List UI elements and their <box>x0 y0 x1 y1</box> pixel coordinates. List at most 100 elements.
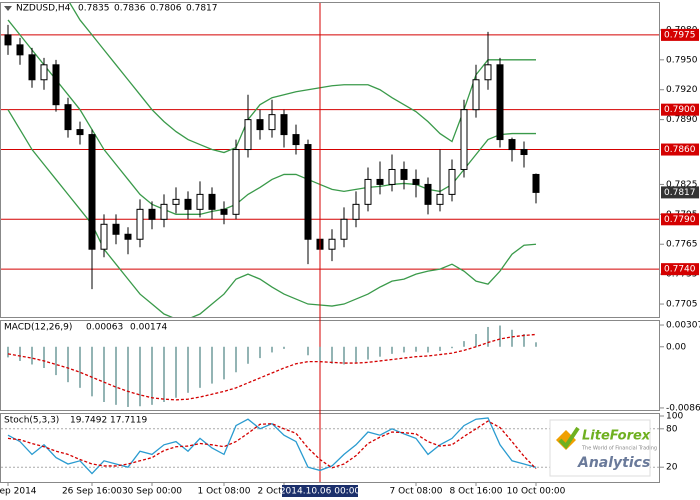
y-tick-label: 0.00307 <box>666 321 700 331</box>
level-label: 0.7975 <box>664 30 696 40</box>
candle-body <box>160 203 168 220</box>
macd-header-value: 0.00174 <box>130 323 167 333</box>
crosshair-label: 2014.10.06 00:00 <box>280 487 361 497</box>
candle-body <box>244 119 252 151</box>
symbol-icon <box>4 6 12 11</box>
indicator-line <box>7 109 537 317</box>
main-panel-frame <box>0 2 660 318</box>
price-label-box <box>661 186 699 199</box>
candle-body <box>220 208 228 215</box>
level-label: 0.7790 <box>664 215 696 225</box>
level-label-box <box>661 143 699 156</box>
candle-body <box>268 114 276 131</box>
candle-body <box>388 168 396 185</box>
candle-body <box>100 223 108 250</box>
candle-body <box>136 208 144 240</box>
indicator-line <box>7 19 536 215</box>
candle-body <box>376 178 384 185</box>
candle-body <box>16 44 24 56</box>
candle-body <box>280 114 288 136</box>
header-value: 0.7836 <box>114 4 146 14</box>
y-tick-label: 0.7890 <box>666 115 698 125</box>
macd-plot <box>7 325 537 407</box>
header-value: 0.7835 <box>78 4 110 14</box>
stoch-header-value: 19.7492 <box>70 416 107 426</box>
level-label-box <box>661 213 699 226</box>
y-tick-label: -0.00864 <box>666 403 700 413</box>
macd-panel-frame <box>0 320 660 411</box>
candle-body <box>256 119 264 131</box>
candle-body <box>208 193 216 210</box>
candle-body <box>4 34 12 46</box>
x-tick-label: 26 Sep 16:00 <box>62 487 122 497</box>
candle-body <box>76 129 84 136</box>
candle-body <box>520 149 528 156</box>
indicator-line <box>7 417 537 475</box>
macd-header-value: 0.00063 <box>86 323 123 333</box>
y-tick-label: 20 <box>666 463 678 473</box>
candle-body <box>472 79 480 111</box>
candle-body <box>232 149 240 215</box>
candle-body <box>484 64 492 81</box>
header-value: 0.7806 <box>150 4 182 14</box>
logo: LiteForex The World of Financial Trading… <box>549 419 657 477</box>
candle-body <box>172 198 180 205</box>
price-label: 0.7817 <box>664 188 696 198</box>
candle-body <box>400 168 408 180</box>
logo-product: Analytics <box>577 455 650 471</box>
candle-body <box>52 64 60 106</box>
candle-body <box>352 203 360 220</box>
candle-body <box>496 64 504 141</box>
x-tick-label: 7 Oct 08:00 <box>390 487 443 497</box>
logo-name: LiteForex <box>582 429 651 444</box>
candle-body <box>304 144 312 240</box>
x-tick-label: 10 Oct 00:00 <box>507 487 566 497</box>
x-tick-label: 30 Sep 00:00 <box>122 487 182 497</box>
level-label: 0.7900 <box>664 105 696 115</box>
crosshair-label-box <box>282 485 358 497</box>
candle-body <box>364 178 372 205</box>
y-tick-label: 0.7765 <box>666 240 698 250</box>
candle-body <box>196 193 204 210</box>
stoch-header-value: 17.7119 <box>110 416 147 426</box>
level-label: 0.7860 <box>664 145 696 155</box>
candle-body <box>88 134 96 250</box>
y-tick-label: 100 <box>666 412 683 422</box>
candle-body <box>184 198 192 210</box>
candle-body <box>40 64 48 81</box>
stoch-panel-frame <box>0 413 660 483</box>
candle-body <box>340 218 348 240</box>
level-label-box <box>661 263 699 276</box>
candle-body <box>508 139 516 151</box>
y-tick-label: 0.7950 <box>666 55 698 65</box>
level-label-box <box>661 103 699 116</box>
x-tick-label: 8 Oct 16:00 <box>450 487 503 497</box>
stoch-title: Stoch(5,3,3) <box>4 416 59 426</box>
header-value: 0.7817 <box>186 4 218 14</box>
candle-body <box>436 193 444 205</box>
macd-title: MACD(12,26,9) <box>4 323 72 333</box>
y-tick-label: 0.00 <box>666 342 686 352</box>
level-label: 0.7740 <box>664 265 696 275</box>
candle-body <box>460 109 468 170</box>
candle-body <box>28 54 36 81</box>
candle-body <box>448 168 456 195</box>
candle-body <box>424 183 432 205</box>
candle-body <box>112 223 120 235</box>
x-tick-label: 25 Sep 2014 <box>0 487 37 497</box>
candle-body <box>64 104 72 131</box>
indicator-line <box>69 3 536 154</box>
candle-body <box>532 173 540 193</box>
candle-body <box>148 208 156 220</box>
y-tick-label: 0.7825 <box>666 180 698 190</box>
y-tick-label: 0.7920 <box>666 85 698 95</box>
candle-body <box>292 134 300 146</box>
level-label-box <box>661 28 699 41</box>
logo-tagline: The World of Financial Trading <box>581 446 657 452</box>
logo-check <box>558 426 580 450</box>
y-tick-label: 0.7705 <box>666 300 698 310</box>
symbol-title: NZDUSD,H4 <box>16 4 71 14</box>
x-tick-label: 1 Oct 08:00 <box>198 487 251 497</box>
indicator-line <box>7 420 537 470</box>
